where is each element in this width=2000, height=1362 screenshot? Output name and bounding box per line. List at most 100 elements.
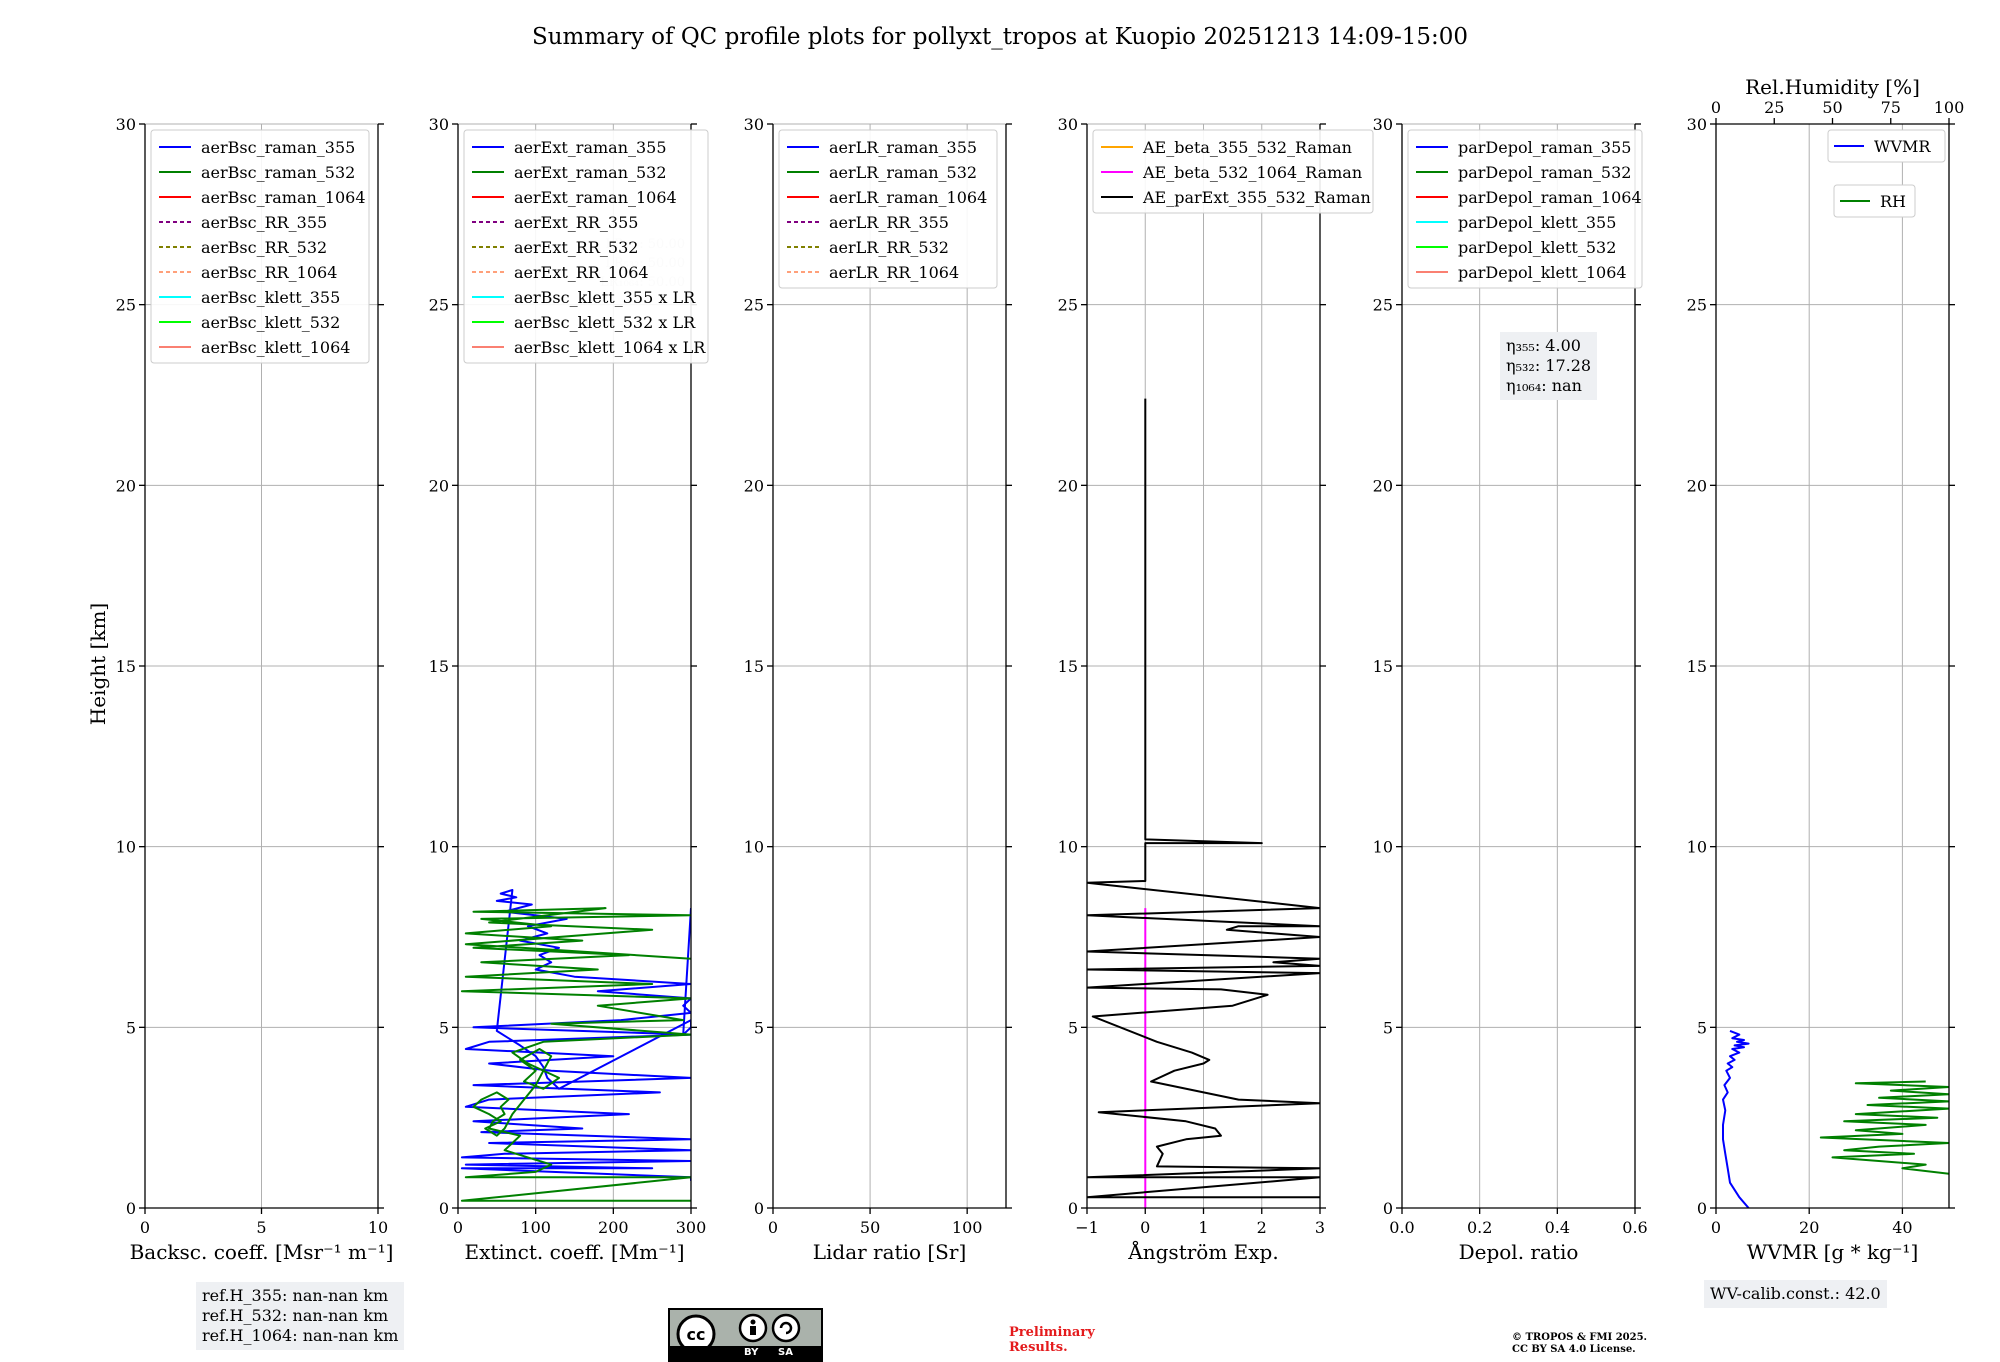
series-group [460, 889, 691, 1202]
cc-badge-sa: SA [778, 1347, 793, 1358]
y-tick-label: 15 [116, 657, 136, 676]
legend-label: aerBsc_klett_355 x LR [514, 288, 696, 307]
x-tick-label: 3 [1315, 1218, 1325, 1237]
legend-label: WVMR [1874, 137, 1931, 156]
y-tick-label: 25 [1058, 296, 1078, 315]
x-tick-label: 40 [1892, 1218, 1912, 1237]
legend-box [1827, 129, 1946, 163]
series-AE_parExt_355_532_Raman [1087, 398, 1320, 1199]
series-aerExt_raman_532 [460, 907, 691, 1202]
y-tick-label: 5 [754, 1018, 764, 1037]
x-axis-label: Backsc. coeff. [Msr⁻¹ m⁻¹] [130, 1240, 394, 1264]
y-tick-label: 10 [744, 838, 764, 857]
y-tick-label: 5 [1697, 1018, 1707, 1037]
y-tick-label: 20 [1373, 476, 1393, 495]
y-tick-label: 10 [1687, 838, 1707, 857]
legend-label: RH [1880, 192, 1906, 211]
legend-label: aerBsc_RR_355 [201, 213, 327, 232]
y-tick-label: 0 [754, 1199, 764, 1218]
top-x-tick-label: 0 [1711, 98, 1721, 117]
x-tick-label: 2 [1257, 1218, 1267, 1237]
y-tick-label: 15 [1373, 657, 1393, 676]
y-tick-label: 0 [1383, 1199, 1393, 1218]
figure-title: Summary of QC profile plots for pollyxt_… [532, 24, 1468, 50]
legend-label: aerLR_raman_1064 [829, 188, 987, 207]
ref-h-1064: ref.H_1064: nan-nan km [202, 1326, 399, 1345]
ref-h-355: ref.H_355: nan-nan km [202, 1286, 389, 1305]
legend-label: aerBsc_klett_1064 x LR [514, 338, 706, 357]
y-tick-label: 15 [1687, 657, 1707, 676]
wv-calib-const: WV-calib.const.: 42.0 [1710, 1284, 1881, 1303]
x-tick-label: 100 [952, 1218, 983, 1237]
copyright-note: © TROPOS & FMI 2025. CC BY SA 4.0 Licens… [1512, 1332, 1647, 1356]
legend-box [1833, 184, 1916, 218]
preliminary-line-2: Results. [1009, 1340, 1068, 1355]
legend-label: aerBsc_RR_1064 [201, 263, 337, 282]
y-tick-label: 25 [116, 296, 136, 315]
y-tick-label: 10 [429, 838, 449, 857]
y-tick-label: 30 [744, 115, 764, 134]
legend-box [150, 129, 370, 364]
y-tick-label: 0 [1068, 1199, 1078, 1218]
series-group [1722, 1029, 1949, 1208]
y-tick-label: 30 [1058, 115, 1078, 134]
top-x-tick-label: 75 [1881, 98, 1901, 117]
y-tick-label: 20 [429, 476, 449, 495]
legend-label: aerExt_RR_355 [514, 213, 638, 232]
x-tick-label: 20 [1799, 1218, 1819, 1237]
preliminary-line-1: Preliminary [1009, 1325, 1095, 1340]
panel-bsc: 0 5 10 15 20 25 30 0 5 10 Backsc. coeff. [Msr⁻¹ m⁻… [116, 115, 394, 1264]
legend-label: aerBsc_raman_532 [201, 163, 355, 182]
x-tick-label: 300 [676, 1218, 707, 1237]
y-tick-label: 10 [116, 838, 136, 857]
x-tick-label: 0 [1140, 1218, 1150, 1237]
top-x-tick-label: 25 [1764, 98, 1784, 117]
eta-532: η₅₃₂: 17.28 [1506, 356, 1592, 375]
x-tick-label: 0 [768, 1218, 778, 1237]
x-tick-label: 200 [598, 1218, 629, 1237]
legend-box [1407, 129, 1643, 289]
y-tick-label: 20 [1058, 476, 1078, 495]
y-tick-label: 0 [439, 1199, 449, 1218]
legend-label: aerBsc_klett_355 [201, 288, 340, 307]
y-tick-label: 20 [744, 476, 764, 495]
y-tick-label: 10 [1373, 838, 1393, 857]
legend-label: aerExt_raman_355 [514, 138, 667, 157]
y-tick-label: 15 [429, 657, 449, 676]
x-tick-label: 0 [453, 1218, 463, 1237]
y-tick-label: 30 [429, 115, 449, 134]
cc-badge-by: BY [744, 1347, 759, 1358]
series-group [1087, 398, 1320, 1208]
legend-label: aerLR_raman_532 [829, 163, 977, 182]
wv-calibration-box: WV-calib.const.: 42.0 [1704, 1280, 1887, 1308]
legend-box [778, 129, 998, 289]
eta-1064: η₁₀₆₄: nan [1506, 376, 1582, 395]
legend-label: aerBsc_raman_1064 [201, 188, 366, 207]
y-tick-label: 30 [1687, 115, 1707, 134]
x-tick-label: −1 [1075, 1218, 1099, 1237]
top-x-tick-label: 100 [1934, 98, 1965, 117]
x-tick-label: 100 [520, 1218, 551, 1237]
y-tick-label: 25 [429, 296, 449, 315]
top-axis-label: Rel.Humidity [%] [1745, 75, 1920, 99]
legend-label: aerBsc_RR_532 [201, 238, 327, 257]
x-axis-label: Depol. ratio [1459, 1240, 1579, 1264]
y-tick-label: 0 [1697, 1199, 1707, 1218]
top-x-tick-label: 50 [1822, 98, 1842, 117]
copyright-line-2: CC BY SA 4.0 License. [1512, 1344, 1636, 1355]
x-tick-label: 50 [860, 1218, 880, 1237]
legend-label: parDepol_klett_1064 [1458, 263, 1627, 282]
legend-label: parDepol_klett_355 [1458, 213, 1616, 232]
y-tick-label: 5 [1068, 1018, 1078, 1037]
legend-label: aerLR_RR_355 [829, 213, 949, 232]
legend-label: aerExt_RR_1064 [514, 263, 649, 282]
legend-label: parDepol_klett_532 [1458, 238, 1616, 257]
x-tick-label: 0 [140, 1218, 150, 1237]
legend-label: AE_beta_355_532_Raman [1142, 138, 1352, 157]
series-WVMR [1722, 1029, 1750, 1208]
ref-h-532: ref.H_532: nan-nan km [202, 1306, 389, 1325]
x-tick-label: 0 [1711, 1218, 1721, 1237]
